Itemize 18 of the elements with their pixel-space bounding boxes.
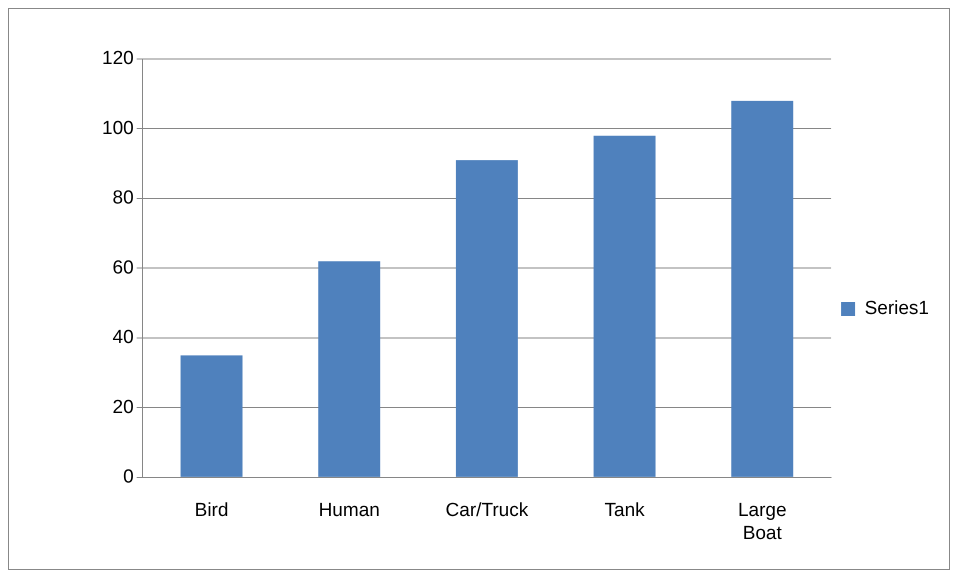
bar: [318, 261, 380, 477]
x-tick-label: Human: [318, 500, 380, 522]
bar: [456, 160, 518, 477]
x-tick-label: Tank: [604, 500, 646, 522]
bar: [180, 355, 243, 477]
bar: [594, 136, 656, 477]
x-tick-label: Large Boat: [738, 500, 787, 544]
y-tick-label: 120: [102, 48, 134, 70]
y-tick-label: 20: [112, 396, 134, 418]
y-tick-label: 100: [102, 118, 134, 139]
y-tick-label: 0: [123, 466, 134, 488]
bar: [731, 100, 794, 477]
x-tick-label: Bird: [194, 500, 228, 522]
y-tick-label: 60: [112, 257, 134, 278]
x-tick-label: Car/Truck: [446, 500, 529, 522]
legend-label: Series1: [864, 298, 929, 320]
y-tick-label: 40: [112, 327, 134, 348]
y-tick-label: 80: [112, 188, 134, 209]
